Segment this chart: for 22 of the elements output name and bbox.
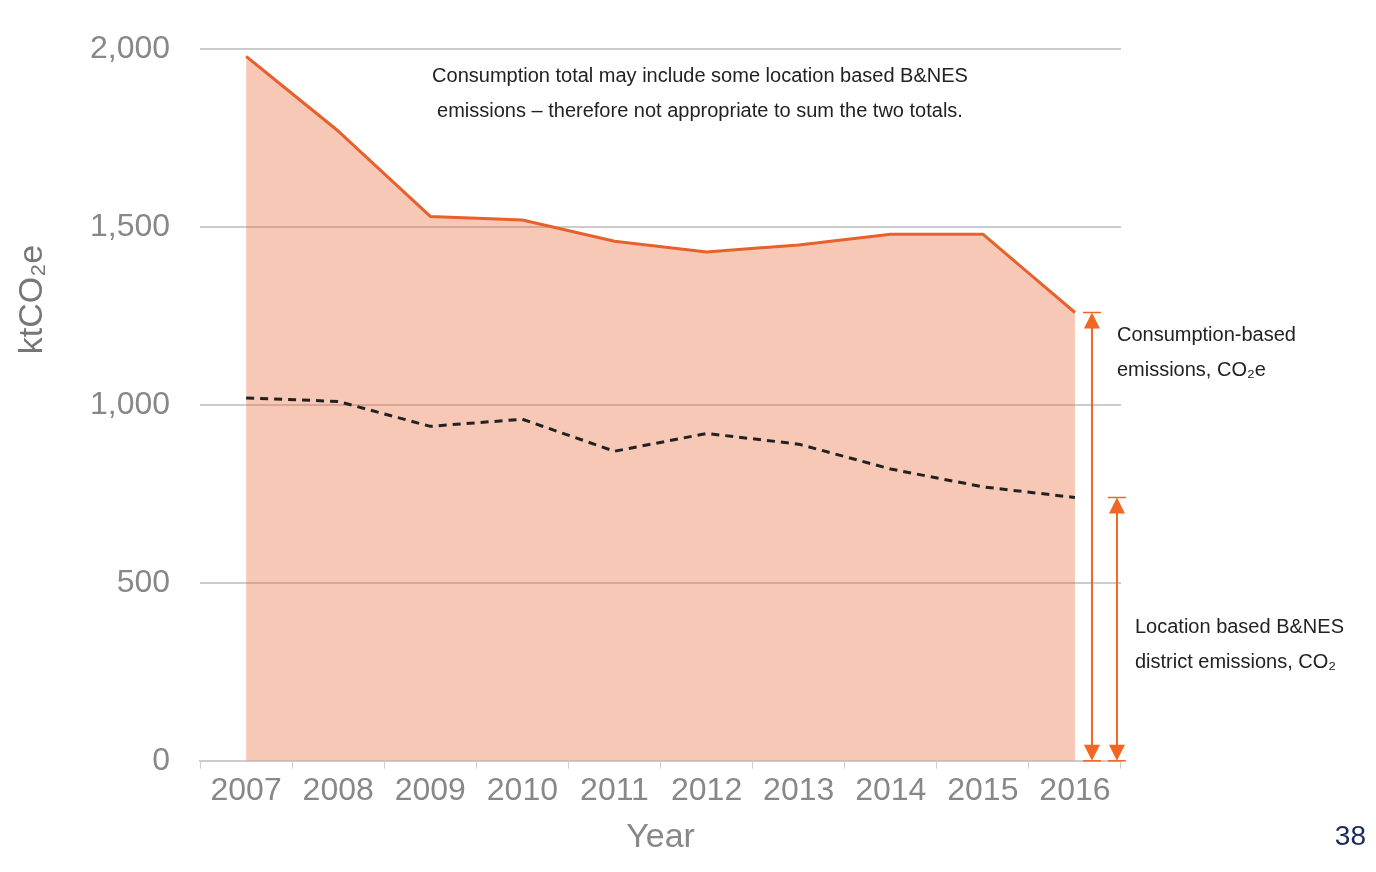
x-tick-label: 2015 <box>947 770 1019 807</box>
x-tick-label: 2016 <box>1039 770 1111 807</box>
x-tick-label: 2009 <box>394 770 466 807</box>
x-tick-label: 2011 <box>580 770 649 807</box>
x-tick-label: 2007 <box>210 770 282 807</box>
text: 38 <box>1334 820 1366 852</box>
x-axis-title: Year <box>626 815 695 854</box>
y-tick-label: 1,000 <box>90 384 171 421</box>
x-tick-label: 2008 <box>302 770 374 807</box>
y-tick-label: 1,500 <box>90 206 171 243</box>
y-tick-label: 500 <box>116 562 171 599</box>
text: Location based B&NES district emissions, CO₂ <box>1134 614 1345 675</box>
x-tick-label: 2014 <box>855 770 927 807</box>
x-tick-label: 2012 <box>670 770 743 807</box>
x-tick-label: 2013 <box>763 770 835 807</box>
y-tick-label: 0 <box>152 740 171 777</box>
line-series <box>244 396 1077 500</box>
text: Consumption-based emissions, CO₂e <box>1116 322 1297 383</box>
annotation: Consumption total may include some location based B&NES emissions – therefore not appropriate to sum the two totals. <box>431 63 969 123</box>
y-axis-title: ktCO₂e <box>10 243 50 357</box>
y-tick-label: 2,000 <box>90 29 171 66</box>
x-tick-label: 2010 <box>486 770 558 807</box>
